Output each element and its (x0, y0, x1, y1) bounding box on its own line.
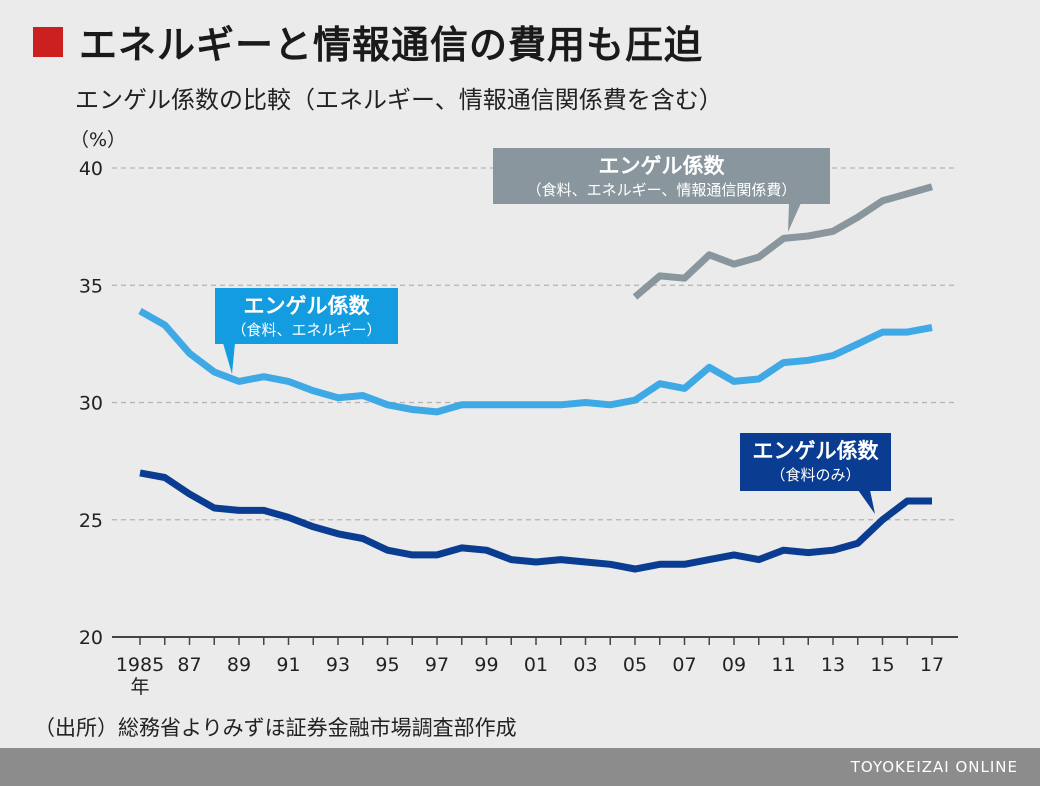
callout-food-pointer (858, 490, 875, 514)
x-tick-label: 17 (920, 654, 944, 676)
callout-food-sublabel: （食料のみ） (770, 466, 860, 484)
y-tick-label: 25 (79, 510, 103, 532)
series-line-energy (138, 307, 933, 416)
callout-energy-box (215, 288, 398, 344)
x-tick-label: 99 (474, 654, 498, 676)
x-tick-label: 89 (227, 654, 251, 676)
x-tick-label: 03 (573, 654, 597, 676)
x-tick-label: 05 (623, 654, 647, 676)
chart-subtitle: エンゲル係数の比較（エネルギー、情報通信関係費を含む） (75, 86, 723, 114)
callout-food-title: エンゲル係数 (753, 439, 880, 463)
callout-energy-title: エンゲル係数 (244, 294, 371, 318)
x-tick-label: 91 (276, 654, 300, 676)
x-tick-label: 93 (326, 654, 350, 676)
footer-bar: TOYOKEIZAI ONLINE (0, 748, 1040, 786)
x-unit-label: 年 (130, 676, 149, 698)
x-tick-label: 01 (524, 654, 548, 676)
x-tick-label: 13 (821, 654, 845, 676)
callout-total-sublabel: （食料、エネルギー、情報通信関係費） (527, 181, 797, 199)
chart-title: エネルギーと情報通信の費用も圧迫 (79, 23, 704, 67)
callout-food-box (740, 433, 891, 491)
y-tick-label: 30 (79, 393, 103, 415)
callout-energy-sublabel: （食料、エネルギー） (231, 321, 381, 339)
series-line-total (632, 183, 933, 300)
x-tick-label: 09 (722, 654, 746, 676)
title-marker (33, 26, 63, 57)
y-unit-label: （%） (70, 129, 126, 151)
callout-total-title: エンゲル係数 (599, 154, 726, 178)
callout-total-pointer (788, 203, 801, 232)
y-tick-label: 35 (79, 275, 103, 297)
callout-energy-pointer (223, 343, 235, 374)
y-tick-label: 20 (79, 627, 103, 649)
callout-total-box (493, 148, 830, 204)
x-tick-label: 11 (771, 654, 795, 676)
x-tick-label: 07 (672, 654, 696, 676)
source-note: （出所）総務省よりみずほ証券金融市場調査部作成 (34, 716, 517, 740)
line-chart: 20 25 30 35 40 （%） 1985 87 89 91 93 95 97 99 01 03 05 07 0… (70, 129, 958, 698)
x-tick-label: 95 (375, 654, 399, 676)
x-tick-label: 1985 (116, 654, 164, 676)
y-tick-label: 40 (79, 158, 103, 180)
x-tick-label: 87 (177, 654, 201, 676)
brand-label: TOYOKEIZAI ONLINE (850, 758, 1018, 776)
title-row: エネルギーと情報通信の費用も圧迫 (33, 14, 703, 69)
x-tick-label: 15 (870, 654, 894, 676)
x-tick-label: 97 (425, 654, 449, 676)
series-line-food (139, 469, 932, 573)
